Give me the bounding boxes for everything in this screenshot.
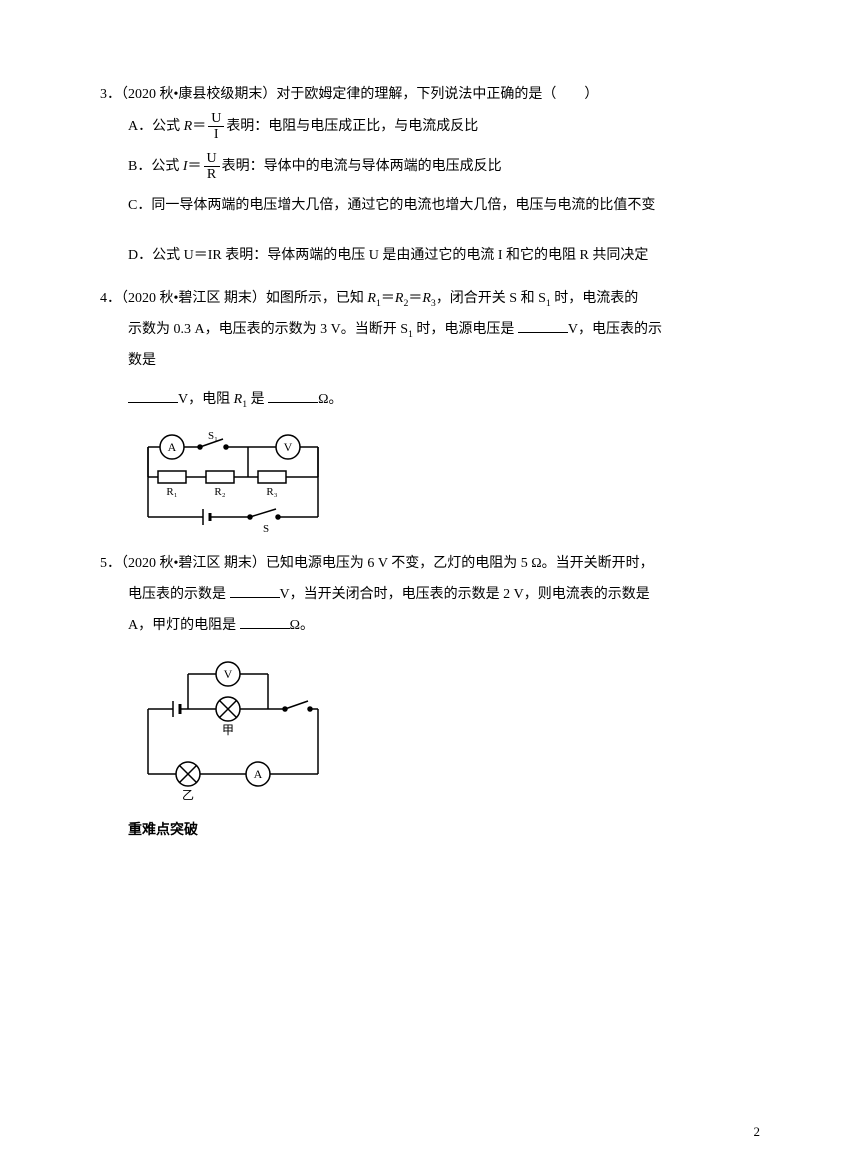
q4-l3a: 数是: [128, 353, 156, 368]
r1-label: R₁: [166, 486, 177, 498]
q5-l2b: V，当开关闭合时，电压表的示数是 2 V，则电流表的示数是: [280, 587, 650, 602]
voltmeter-label: V: [224, 667, 233, 681]
q4-s1: 如图所示，已知: [266, 291, 368, 306]
q4-eq1: ＝: [381, 291, 395, 306]
q5-source: （2020 秋•碧江区 期末）: [121, 556, 266, 571]
q4-r1: R: [367, 291, 376, 306]
question-4: 4．（2020 秋•碧江区 期末）如图所示，已知 R1＝R2＝R3，闭合开关 S…: [100, 284, 760, 537]
circuit-q5: V 甲 乙 A: [128, 654, 338, 804]
q4-blank2[interactable]: [128, 389, 178, 403]
q3b-pre: B．公式: [128, 159, 183, 174]
q4-fill: V，电阻 R1 是 Ω。: [100, 385, 760, 416]
q3-stem: 3．（2020 秋•康县校级期末）对于欧姆定律的理解，下列说法中正确的是（ ）: [100, 80, 760, 111]
switch-s-label: S: [263, 523, 269, 535]
q3-option-b: B．公式 I＝UR表明：导体中的电流与导体两端的电压成反比: [128, 151, 760, 183]
q3-option-c: C．同一导体两端的电压增大几倍，通过它的电流也增大几倍，电压与电流的比值不变: [128, 191, 760, 222]
page-number: 2: [754, 1118, 761, 1147]
q4-l2b: 时，电源电压是: [413, 322, 518, 337]
q4-diagram: A S₁ V R₁ R₂ R₃ S: [128, 427, 760, 537]
q3-options: A．公式 R＝UI表明：电阻与电压成正比，与电流成反比 B．公式 I＝UR表明：…: [100, 111, 760, 272]
q3d-text: D．公式 U＝IR 表明：导体两端的电压 U 是由通过它的电流 I 和它的电阻 …: [128, 248, 648, 263]
q5-l2a: 电压表的示数是: [128, 587, 230, 602]
q3-option-a: A．公式 R＝UI表明：电阻与电压成正比，与电流成反比: [128, 111, 760, 143]
q4-stem: 4．（2020 秋•碧江区 期末）如图所示，已知 R1＝R2＝R3，闭合开关 S…: [100, 284, 760, 315]
q5-l3a: A，甲灯的电阻是: [128, 618, 240, 633]
q3-stem-text: 对于欧姆定律的理解，下列说法中正确的是（ ）: [276, 87, 598, 102]
r3-label: R₃: [266, 486, 277, 498]
r2-label: R₂: [214, 486, 225, 498]
switch-s1-label: S₁: [208, 430, 218, 442]
q3a-den: I: [208, 127, 224, 142]
question-3: 3．（2020 秋•康县校级期末）对于欧姆定律的理解，下列说法中正确的是（ ） …: [100, 80, 760, 272]
q5-blank1[interactable]: [230, 584, 280, 598]
q3b-post: 表明：导体中的电流与导体两端的电压成反比: [222, 159, 502, 174]
q3a-eq: ＝: [192, 119, 206, 134]
q5-stem: 5．（2020 秋•碧江区 期末）已知电源电压为 6 V 不变，乙灯的电阻为 5…: [100, 549, 760, 580]
question-5: 5．（2020 秋•碧江区 期末）已知电源电压为 6 V 不变，乙灯的电阻为 5…: [100, 549, 760, 803]
q3-source: （2020 秋•康县校级期末）: [121, 87, 276, 102]
q4-fa: V，电阻: [178, 392, 234, 407]
q4-l2a: 示数为 0.3 A，电压表的示数为 3 V。当断开 S: [128, 322, 408, 337]
q3b-eq: ＝: [188, 159, 202, 174]
q4-number: 4．: [100, 291, 121, 306]
q5-number: 5．: [100, 556, 121, 571]
q5-blank2[interactable]: [240, 615, 290, 629]
lamp-jia-label: 甲: [222, 723, 234, 737]
circuit-q4: A S₁ V R₁ R₂ R₃ S: [128, 427, 338, 537]
q4-fc: Ω。: [318, 392, 342, 407]
q4-r3: R: [422, 291, 431, 306]
q4-blank3[interactable]: [268, 389, 318, 403]
q4-eq2: ＝: [408, 291, 422, 306]
q4-source: （2020 秋•碧江区 期末）: [121, 291, 266, 306]
q5-line3: A，甲灯的电阻是 Ω。: [100, 611, 760, 642]
q4-s2: ，闭合开关 S 和 S: [436, 291, 546, 306]
q4-blank1[interactable]: [518, 319, 568, 333]
section-title: 重难点突破: [128, 816, 760, 847]
q3a-num: U: [208, 111, 224, 127]
q3a-pre: A．公式: [128, 119, 184, 134]
q5-s1: 已知电源电压为 6 V 不变，乙灯的电阻为 5 Ω。当开关断开时，: [266, 556, 654, 571]
q5-l3b: Ω。: [290, 618, 314, 633]
q3a-frac: UI: [208, 111, 224, 143]
q5-diagram: V 甲 乙 A: [128, 654, 760, 804]
ammeter-label: A: [254, 767, 263, 781]
q3-number: 3．: [100, 87, 121, 102]
q3b-frac: UR: [204, 151, 220, 183]
q4-line3: 数是: [100, 346, 760, 377]
lamp-yi-label: 乙: [182, 788, 194, 802]
q4-fR: R: [234, 392, 243, 407]
q3c-text: C．同一导体两端的电压增大几倍，通过它的电流也增大几倍，电压与电流的比值不变: [128, 198, 655, 213]
q5-line2: 电压表的示数是 V，当开关闭合时，电压表的示数是 2 V，则电流表的示数是: [100, 580, 760, 611]
ammeter-label: A: [168, 440, 177, 454]
q4-line2: 示数为 0.3 A，电压表的示数为 3 V。当断开 S1 时，电源电压是 V，电…: [100, 315, 760, 346]
q4-s2b: 时，电流表的: [551, 291, 639, 306]
q4-l2c: V，电压表的示: [568, 322, 662, 337]
q3a-post: 表明：电阻与电压成正比，与电流成反比: [226, 119, 478, 134]
voltmeter-label: V: [284, 440, 293, 454]
q3-option-d: D．公式 U＝IR 表明：导体两端的电压 U 是由通过它的电流 I 和它的电阻 …: [128, 241, 760, 272]
q4-fb: 是: [247, 392, 268, 407]
q3b-num: U: [204, 151, 220, 167]
q3b-den: R: [204, 167, 220, 182]
q3a-R: R: [184, 119, 193, 134]
